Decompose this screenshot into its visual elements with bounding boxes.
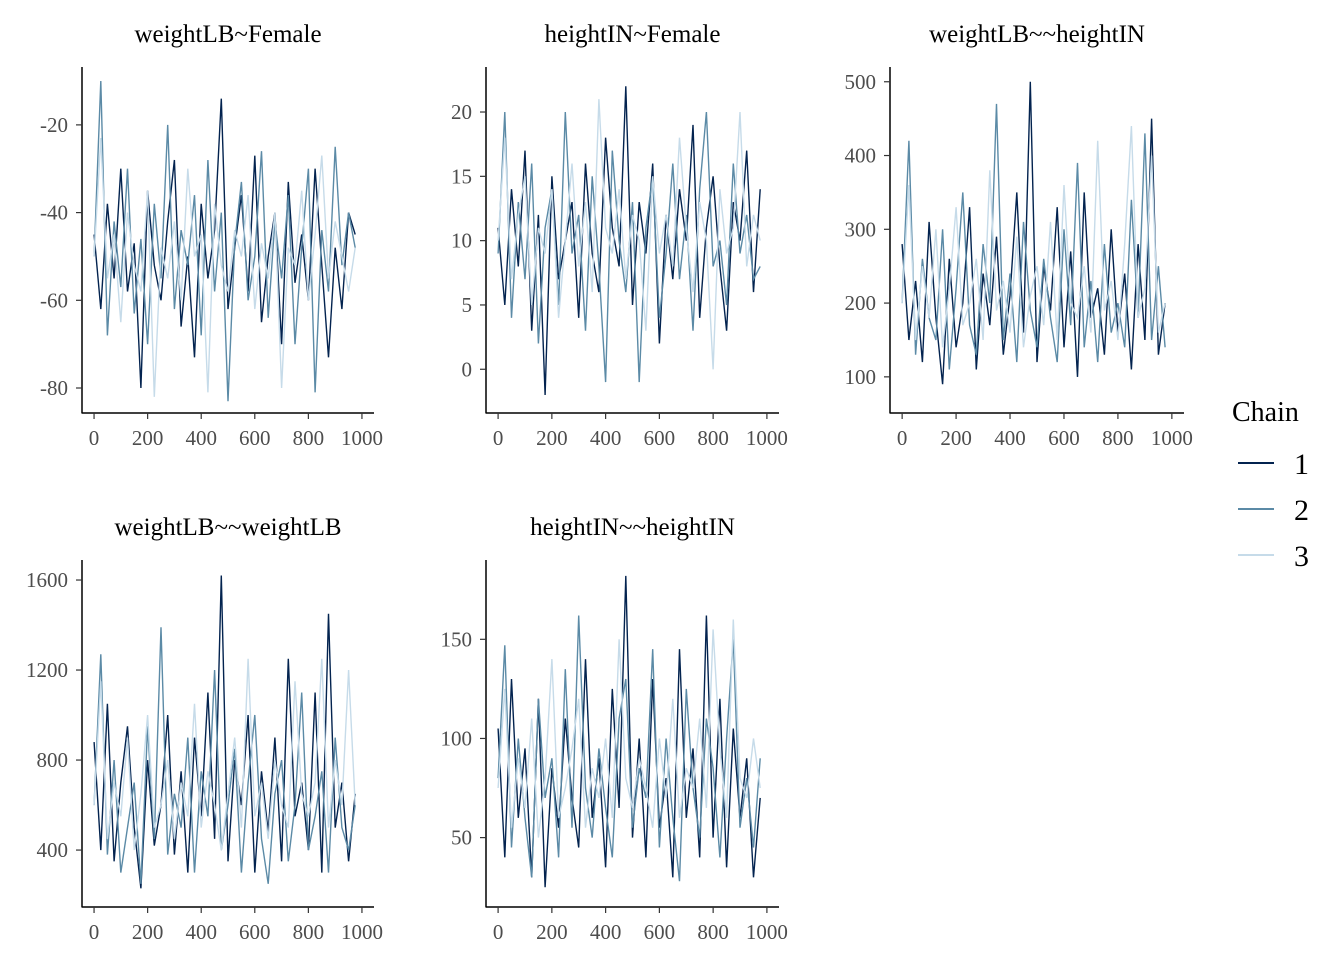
y-tick-label: 15 [451, 164, 472, 188]
panel-1: weightLB~Female 0 200 400 600 800 1000 -20 -40 -6… [40, 21, 383, 450]
legend: Chain 1 2 3 [1232, 397, 1309, 573]
x-tick-label: 800 [697, 920, 729, 944]
chain-1-trace [93, 575, 356, 889]
x-tick-label: 400 [994, 426, 1026, 450]
y-tick-label: 800 [37, 748, 69, 772]
x-tick-label: 200 [536, 920, 568, 944]
y-tick-label: 300 [845, 217, 877, 241]
chain-3-trace [901, 125, 1166, 348]
x-tick-label: 600 [1048, 426, 1080, 450]
x-tick-label: 1000 [341, 426, 383, 450]
y-tick-label: -60 [40, 288, 68, 312]
x-tick-label: 600 [644, 920, 676, 944]
panel-title: heightIN~Female [545, 21, 721, 48]
legend-entry-1: 1 [1238, 448, 1309, 481]
chain-2-trace [901, 103, 1166, 370]
chain-3-trace [93, 658, 356, 851]
legend-entry-3: 3 [1238, 540, 1309, 573]
y-tick-label: -80 [40, 376, 68, 400]
panel-4: weightLB~~weightLB 0 200 400 600 800 1000 1600 1… [26, 514, 383, 944]
panel-title: weightLB~Female [134, 21, 321, 48]
x-tick-label: 200 [132, 920, 164, 944]
chain-3-trace [93, 137, 356, 397]
y-tick-label: 150 [441, 627, 473, 651]
x-tick-label: 1000 [746, 426, 788, 450]
x-tick-label: 600 [644, 426, 676, 450]
x-tick-label: 400 [590, 920, 622, 944]
y-tick-label: 10 [451, 229, 472, 253]
y-tick-label: 50 [451, 826, 472, 850]
x-tick-label: 400 [185, 426, 217, 450]
legend-title: Chain [1232, 397, 1299, 428]
x-tick-label: 800 [293, 920, 325, 944]
legend-label-1: 1 [1294, 448, 1309, 481]
x-tick-label: 200 [940, 426, 972, 450]
chain-3-trace [497, 99, 761, 370]
x-tick-label: 1000 [746, 920, 788, 944]
x-tick-label: 0 [493, 426, 504, 450]
panel-3: weightLB~~heightIN 0 200 400 600 800 1000 500 40… [845, 21, 1193, 450]
x-tick-label: 200 [132, 426, 164, 450]
x-tick-label: 1000 [1151, 426, 1193, 450]
y-tick-label: 1200 [26, 658, 68, 682]
legend-entry-2: 2 [1238, 494, 1309, 527]
x-tick-label: 0 [89, 920, 100, 944]
chain-2-trace [497, 615, 761, 882]
y-tick-label: -20 [40, 113, 68, 137]
legend-label-2: 2 [1294, 494, 1309, 527]
y-tick-label: 5 [462, 293, 473, 317]
y-tick-label: 1600 [26, 568, 68, 592]
x-tick-label: 800 [1102, 426, 1134, 450]
x-tick-label: 0 [897, 426, 908, 450]
y-tick-label: 400 [845, 144, 877, 168]
y-tick-label: 0 [462, 357, 473, 381]
x-tick-label: 0 [493, 920, 504, 944]
x-tick-label: 1000 [341, 920, 383, 944]
legend-label-3: 3 [1294, 540, 1309, 573]
panel-5: heightIN~~heightIN 0 200 400 600 800 1000 150 10… [441, 514, 788, 944]
x-tick-label: 600 [239, 426, 271, 450]
y-tick-label: 400 [37, 838, 69, 862]
chain-3-trace [497, 619, 761, 838]
x-tick-label: 800 [697, 426, 729, 450]
panel-title: heightIN~~heightIN [530, 514, 735, 541]
panel-title: weightLB~~weightLB [114, 514, 341, 541]
x-tick-label: 600 [239, 920, 271, 944]
y-tick-label: 500 [845, 70, 877, 94]
x-tick-label: 200 [536, 426, 568, 450]
chain-2-trace [93, 80, 356, 402]
chain-1-trace [93, 98, 356, 389]
x-tick-label: 400 [185, 920, 217, 944]
x-tick-label: 0 [89, 426, 100, 450]
panel-2: heightIN~Female 0 200 400 600 800 1000 20 15 10 5 0 [451, 21, 788, 450]
x-tick-label: 800 [293, 426, 325, 450]
panel-title: weightLB~~heightIN [929, 21, 1145, 48]
y-tick-label: -40 [40, 201, 68, 225]
x-tick-label: 400 [590, 426, 622, 450]
y-tick-label: 200 [845, 291, 877, 315]
chain-1-trace [497, 86, 761, 396]
y-tick-label: 20 [451, 100, 472, 124]
y-tick-label: 100 [845, 365, 877, 389]
chain-1-trace [497, 575, 761, 888]
y-tick-label: 100 [441, 726, 473, 750]
